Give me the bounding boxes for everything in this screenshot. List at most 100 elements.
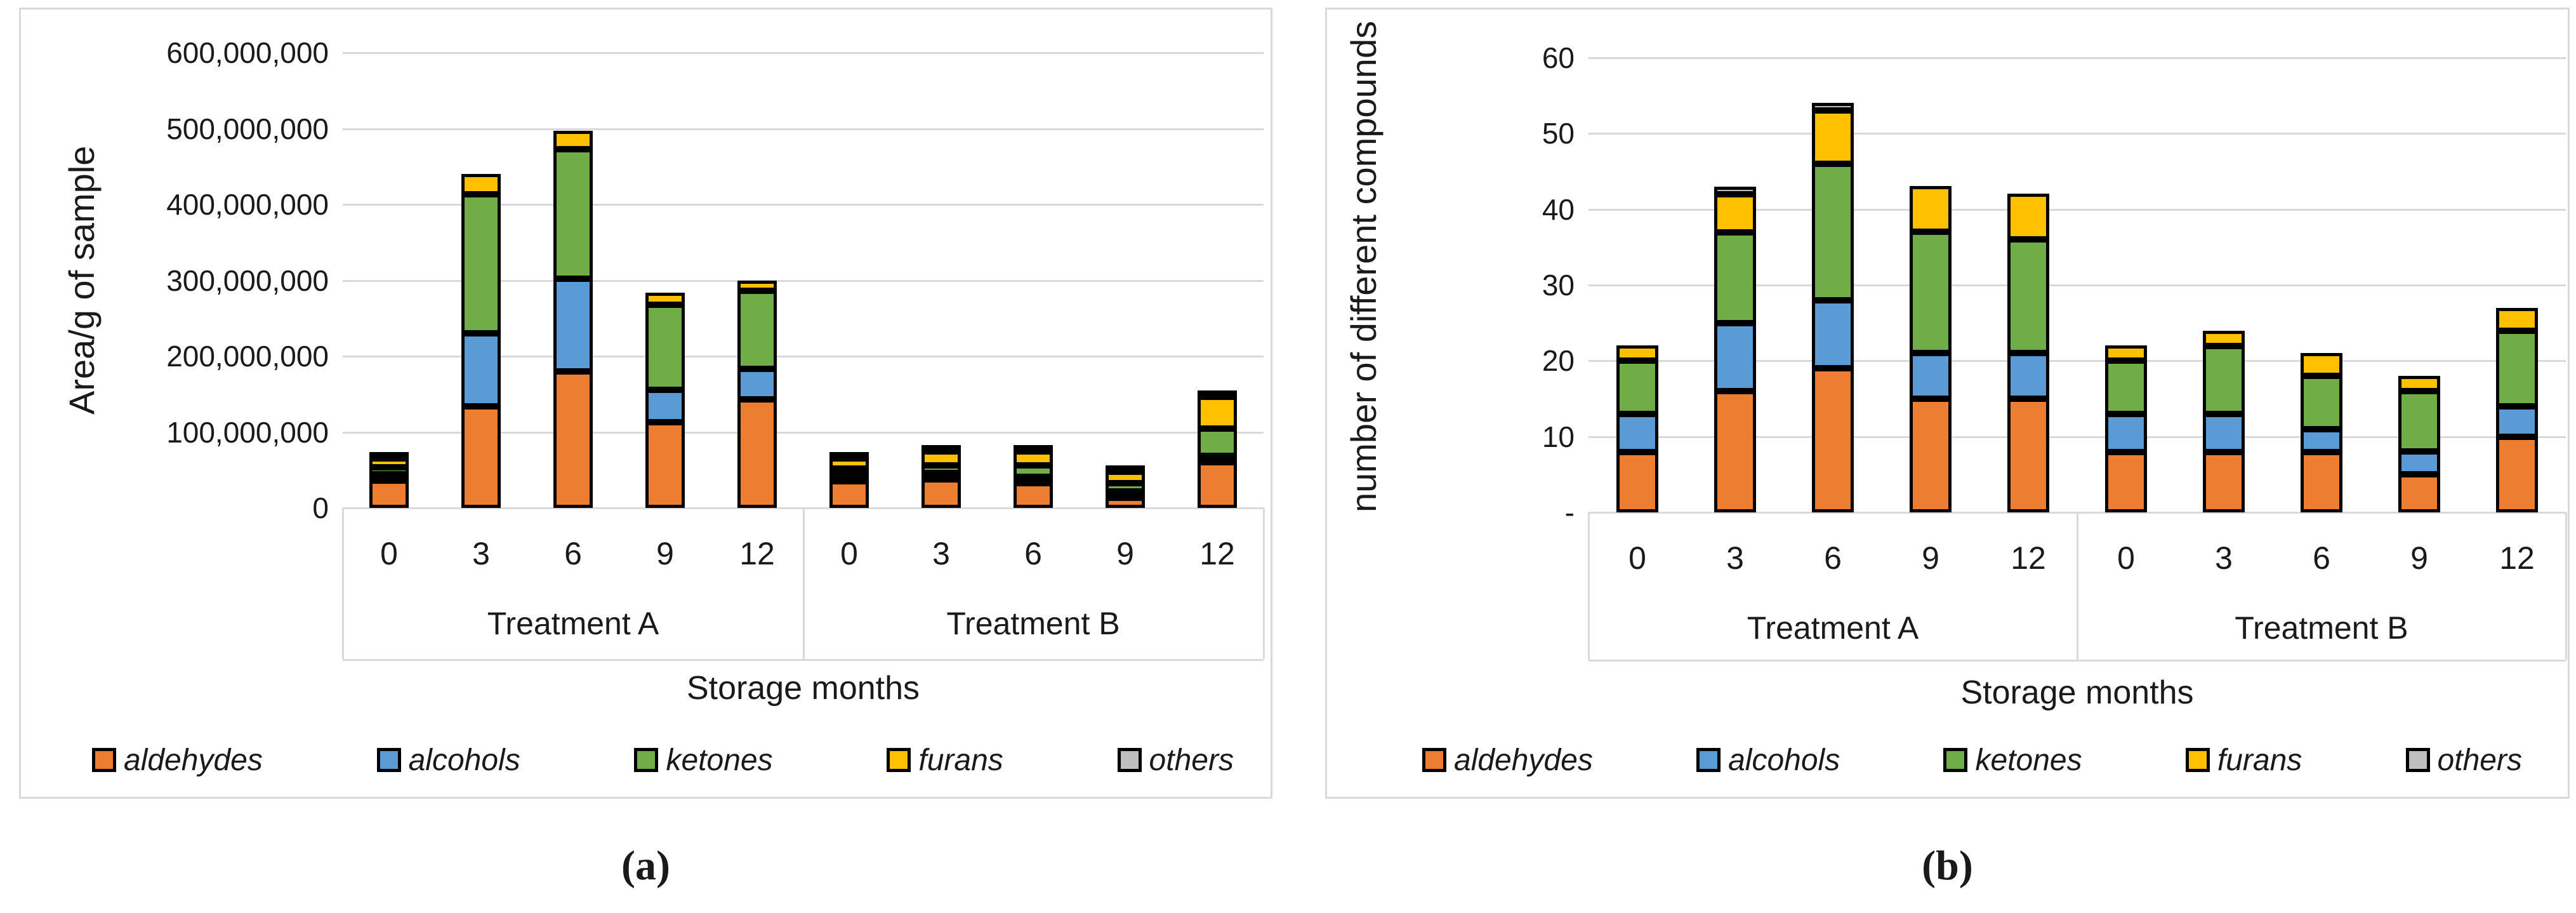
legend-item-aldehydes: aldehydes (92, 743, 263, 778)
y-tick-label: 10 (1542, 420, 1575, 453)
bar-segment-others (1106, 465, 1145, 472)
month-label: 6 (1824, 540, 1842, 576)
bar-segment-alcohols (1910, 353, 1952, 399)
bar-segment-alcohols (2301, 429, 2342, 452)
month-label: 3 (472, 536, 490, 571)
stacked-bar (1198, 390, 1237, 508)
bar-segment-furans (1106, 472, 1145, 483)
stacked-bar (1910, 186, 1952, 512)
gridline (1589, 436, 2566, 438)
bar-segment-furans (645, 293, 685, 305)
y-tick-label: 300,000,000 (166, 263, 329, 297)
bar-segment-ketones (2007, 239, 2049, 353)
legend-swatch-ketones (1943, 748, 1968, 772)
y-tick-label: 500,000,000 (166, 112, 329, 145)
bar-segment-ketones (1616, 361, 1658, 414)
y-tick-label: 20 (1542, 344, 1575, 378)
legend-swatch-aldehydes (1422, 748, 1446, 772)
y-tick-label: 50 (1542, 117, 1575, 150)
month-label: 0 (380, 536, 398, 571)
legend-item-aldehydes: aldehydes (1422, 743, 1593, 778)
chart-panel-a: Area/g of sample Storage months aldehyde… (19, 8, 1272, 799)
bar-segment-others (1014, 445, 1053, 451)
legend-swatch-others (2405, 748, 2430, 772)
stacked-bar (2301, 353, 2342, 512)
bar-segment-alcohols (369, 474, 409, 481)
bar-segment-alcohols (461, 333, 501, 406)
stacked-bar (829, 452, 869, 508)
stacked-bar (2105, 345, 2147, 512)
bar-segment-aldehydes (645, 422, 685, 508)
stacked-bar (2496, 308, 2538, 512)
x-axis-title: Storage months (686, 670, 920, 707)
bar-segment-alcohols (1198, 456, 1237, 462)
category-divider (2565, 512, 2567, 660)
bar-segment-others (369, 452, 409, 458)
month-label: 9 (1116, 536, 1134, 571)
bar-segment-ketones (829, 469, 869, 475)
gridline (343, 204, 1264, 206)
bar-segment-ketones (1910, 232, 1952, 353)
bar-segment-others (921, 445, 961, 451)
category-divider (802, 508, 805, 659)
gridline (343, 431, 1264, 434)
stacked-bar (553, 131, 593, 508)
legend-item-furans: furans (887, 743, 1003, 778)
y-tick-label: 60 (1542, 41, 1575, 74)
y-tick-label: 0 (312, 491, 329, 524)
stacked-bar (1714, 187, 1756, 512)
bar-segment-others (1812, 103, 1854, 110)
bar-segment-alcohols (1812, 300, 1854, 368)
month-label: 9 (1922, 540, 1939, 576)
bar-segment-furans (2496, 308, 2538, 331)
bar-segment-ketones (1812, 164, 1854, 300)
bar-segment-furans (737, 281, 777, 291)
category-divider (1588, 512, 1590, 660)
treatment-group-label: Treatment A (487, 606, 659, 641)
stacked-bar (1812, 103, 1854, 512)
y-tick-label: 400,000,000 (166, 188, 329, 221)
bar-segment-ketones (921, 465, 961, 473)
chart-panel-b: number of different compounds Storage mo… (1325, 8, 2570, 799)
gridline (1589, 284, 2566, 286)
bar-segment-aldehydes (369, 481, 409, 508)
bar-segment-alcohols (829, 475, 869, 481)
x-axis-title: Storage months (1960, 674, 2194, 711)
bar-segment-aldehydes (461, 406, 501, 508)
bar-segment-furans (1714, 194, 1756, 232)
legend-item-others: others (2405, 743, 2522, 778)
category-divider (2077, 512, 2078, 660)
bar-segment-ketones (2105, 361, 2147, 414)
bar-segment-aldehydes (1714, 391, 1756, 512)
bar-segment-alcohols (1714, 323, 1756, 391)
legend-swatch-alcohols (1696, 748, 1721, 772)
legend-item-ketones: ketones (1943, 743, 2082, 778)
bar-segment-aldehydes (1106, 498, 1145, 508)
bar-segment-furans (1812, 110, 1854, 164)
month-label: 3 (932, 536, 950, 571)
legend-swatch-alcohols (376, 748, 401, 772)
legend-label: aldehydes (1454, 743, 1593, 777)
legend-label: ketones (1975, 743, 2082, 777)
month-label: 12 (739, 536, 775, 571)
bar-segment-aldehydes (2301, 452, 2342, 512)
bar-segment-alcohols (2203, 414, 2245, 452)
bar-segment-aldehydes (2203, 452, 2245, 512)
month-label: 9 (656, 536, 674, 571)
legend-label: ketones (666, 743, 773, 777)
stacked-bar (737, 281, 777, 508)
stacked-bar (2398, 376, 2440, 512)
bar-segment-aldehydes (1616, 452, 1658, 512)
month-label: 6 (2313, 540, 2330, 576)
bar-segment-alcohols (1616, 414, 1658, 452)
category-box-bottom (343, 659, 1264, 661)
legend: aldehydes alcohols ketones furans others (1422, 741, 2522, 779)
bar-segment-aldehydes (829, 481, 869, 508)
bar-segment-ketones (1106, 483, 1145, 491)
bar-segment-furans (2203, 331, 2245, 346)
bar-segment-furans (461, 174, 501, 194)
bar-segment-furans (1014, 451, 1053, 465)
month-label: 12 (2011, 540, 2046, 576)
legend-label: furans (918, 743, 1003, 777)
bar-segment-alcohols (553, 279, 593, 371)
